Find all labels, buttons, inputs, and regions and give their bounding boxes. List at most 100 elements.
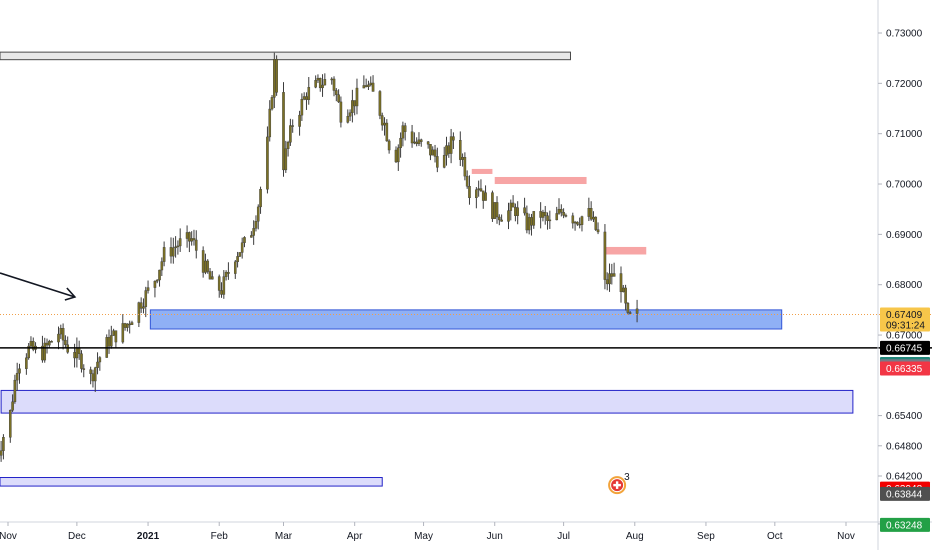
trend-arrow-head: [64, 287, 77, 301]
candle-body-2020-12-11: [98, 357, 102, 363]
candle-body-2021-08-02: [635, 308, 639, 314]
price-badge-0.63248: [880, 517, 930, 532]
candle-body-2021-06-23: [543, 211, 547, 216]
candle-body-2021-03-19: [323, 79, 327, 86]
candle-body-2020-11-12: [31, 340, 35, 350]
candle-body-2020-12-30: [142, 306, 145, 309]
candle-body-2021-03-04: [289, 125, 292, 143]
candle-body-2021-01-13: [174, 246, 177, 249]
candle-body-2020-12-23: [126, 323, 129, 328]
candle-body-2021-04-27: [413, 141, 416, 144]
candle-body-2021-06-10: [514, 206, 517, 216]
candle-body-2021-01-12: [172, 247, 175, 257]
candle-body-2021-01-07: [160, 261, 164, 271]
candle-body-2021-04-26: [410, 131, 414, 144]
x-tick-label: Feb: [211, 531, 229, 542]
x-tick-label: Jun: [487, 531, 503, 542]
red-zone-3: [604, 246, 647, 255]
candle-body-2021-07-16: [596, 229, 600, 233]
candle-body-2021-07-06: [573, 221, 577, 224]
candle-body-2021-03-24: [335, 90, 338, 95]
candle-body-2021-06-28: [555, 213, 559, 221]
candle-body-2021-05-19: [463, 157, 467, 177]
candle-body-2021-04-12: [378, 91, 382, 116]
candle-body-2021-05-24: [475, 189, 478, 199]
annotation-layer: 3: [0, 272, 630, 495]
candles-layer: [0, 52, 639, 462]
candle-body-2021-06-30: [560, 208, 563, 213]
candle-body-2021-07-26: [619, 273, 623, 293]
candle-body-2021-02-26: [275, 59, 278, 93]
price-badge-label: 0.67409: [886, 310, 923, 321]
candle-body-2021-01-25: [201, 250, 205, 273]
y-tick-label: 0.73000: [886, 29, 923, 40]
candle-body-2021-03-22: [330, 78, 334, 81]
candle-body-2021-01-28: [208, 271, 212, 280]
candle-body-2021-03-12: [307, 87, 311, 100]
candle-body-2021-07-14: [592, 216, 595, 220]
y-tick-label: 0.70000: [886, 180, 923, 191]
candle-body-2021-05-11: [445, 145, 448, 156]
candle-body-2021-03-26: [339, 101, 343, 123]
candle-body-2021-06-25: [548, 219, 552, 222]
candle-body-2021-03-16: [316, 77, 320, 81]
gray-top-zone: [0, 51, 571, 61]
candle-body-2021-02-11: [240, 242, 244, 253]
candle-body-2020-12-03: [80, 353, 83, 369]
candle-body-2021-06-21: [539, 211, 542, 218]
candle-body-2020-11-02: [8, 410, 12, 438]
candle-body-2021-02-12: [243, 237, 246, 243]
candle-body-2021-01-22: [194, 239, 198, 251]
candle-body-2021-02-01: [217, 276, 221, 291]
candle-body-2021-06-22: [541, 211, 545, 218]
price-badge-layer: 0.6740909:31:240.667450.664250.663800.66…: [880, 307, 930, 532]
candle-body-2021-07-07: [576, 221, 579, 225]
candle-body-2021-04-08: [369, 82, 373, 86]
candle-body-2021-02-03: [222, 276, 226, 295]
candle-body-2021-01-14: [176, 245, 180, 248]
y-tick-label: 0.72000: [886, 79, 923, 90]
candle-body-2021-05-17: [458, 140, 462, 160]
candle-body-2021-06-09: [511, 202, 515, 208]
candle-body-2021-07-08: [578, 223, 581, 226]
red-zone-1: [471, 168, 493, 174]
candle-body-2021-04-21: [399, 137, 402, 149]
candle-body-2021-03-03: [286, 142, 290, 149]
candle-body-2021-07-09: [580, 216, 584, 225]
candle-body-2020-12-21: [121, 323, 125, 343]
candle-body-2021-05-10: [442, 155, 446, 168]
y-tick-label: 0.68000: [886, 280, 923, 291]
blue-zone-mid: [0, 389, 854, 414]
candle-body-2020-11-06: [18, 368, 21, 374]
candle-body-2021-02-19: [259, 188, 262, 208]
candle-body-2021-05-13: [449, 136, 453, 154]
x-tick-label: Apr: [347, 531, 363, 542]
x-tick-label: May: [414, 531, 433, 542]
candle-body-2021-06-07: [507, 210, 510, 222]
candle-body-2021-06-11: [516, 207, 519, 216]
candle-body-2021-02-23: [268, 108, 272, 138]
candle-body-2021-07-22: [610, 273, 614, 277]
candle-body-2020-11-05: [15, 372, 19, 381]
candle-body-2020-11-09: [25, 357, 28, 369]
candle-body-2021-02-02: [220, 290, 223, 295]
candle-body-2021-04-09: [371, 82, 375, 92]
candle-body-2021-03-01: [282, 92, 285, 171]
candle-body-2020-11-20: [50, 341, 53, 343]
candle-body-2020-10-29: [0, 450, 3, 456]
candle-body-2021-05-18: [461, 157, 464, 160]
candle-body-2021-02-25: [273, 59, 276, 98]
candle-body-2021-06-02: [495, 202, 499, 218]
candle-body-2020-12-24: [128, 323, 131, 326]
candle-body-2020-11-17: [43, 342, 47, 361]
candle-body-2021-04-02: [355, 87, 359, 107]
candle-body-2021-05-26: [479, 188, 483, 192]
candle-body-2020-12-15: [107, 337, 111, 347]
candle-body-2021-04-28: [415, 141, 418, 145]
candle-body-2021-03-08: [298, 114, 301, 127]
candle-body-2021-01-11: [169, 247, 173, 257]
candle-body-2021-05-05: [431, 149, 435, 156]
candle-body-2020-11-18: [45, 342, 49, 346]
